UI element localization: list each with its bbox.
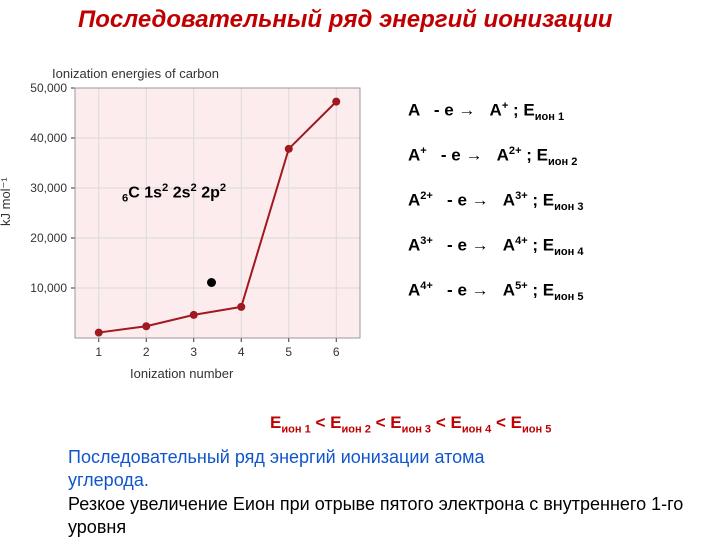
chart-y-label: kJ mol⁻¹ — [0, 177, 14, 226]
svg-text:40,000: 40,000 — [30, 131, 67, 145]
svg-text:2: 2 — [143, 345, 150, 359]
page-title: Последовательный ряд энергий ионизации — [78, 6, 678, 35]
svg-text:3: 3 — [190, 345, 197, 359]
equation-row: A2+ - е → A3+ ; Еион 3 — [408, 190, 718, 213]
chart-plot: 10,000 20,000 30,000 40,000 50,000 1 2 3 4 5 6 — [20, 80, 370, 370]
svg-text:30,000: 30,000 — [30, 181, 67, 195]
bottom-paragraph: Последовательный ряд энергий ионизации а… — [68, 446, 698, 540]
svg-text:50,000: 50,000 — [30, 81, 67, 95]
inequality-line: Еион 1 < Еион 2 < Еион 3 < Еион 4 < Еион… — [270, 412, 710, 437]
svg-text:4: 4 — [238, 345, 245, 359]
svg-text:5: 5 — [285, 345, 292, 359]
electron-config-annotation: 6C 1s2 2s2 2p2 — [122, 182, 226, 205]
highlight-dot — [207, 278, 216, 287]
svg-text:20,000: 20,000 — [30, 231, 67, 245]
equation-list: A - е → A+ ; Еион 1 A+ - е → A2+ ; Еион 2… — [408, 100, 718, 325]
equation-row: A3+ - е → A4+ ; Еион 4 — [408, 235, 718, 258]
chart-container: Ionization energies of carbon kJ mol⁻¹ I… — [0, 66, 380, 396]
equation-row: A4+ - е → A5+ ; Еион 5 — [408, 280, 718, 303]
svg-text:6: 6 — [333, 345, 340, 359]
svg-text:10,000: 10,000 — [30, 281, 67, 295]
equation-row: A+ - е → A2+ ; Еион 2 — [408, 145, 718, 168]
svg-text:1: 1 — [95, 345, 102, 359]
chart-title: Ionization energies of carbon — [52, 66, 219, 81]
equation-row: A - е → A+ ; Еион 1 — [408, 100, 718, 123]
